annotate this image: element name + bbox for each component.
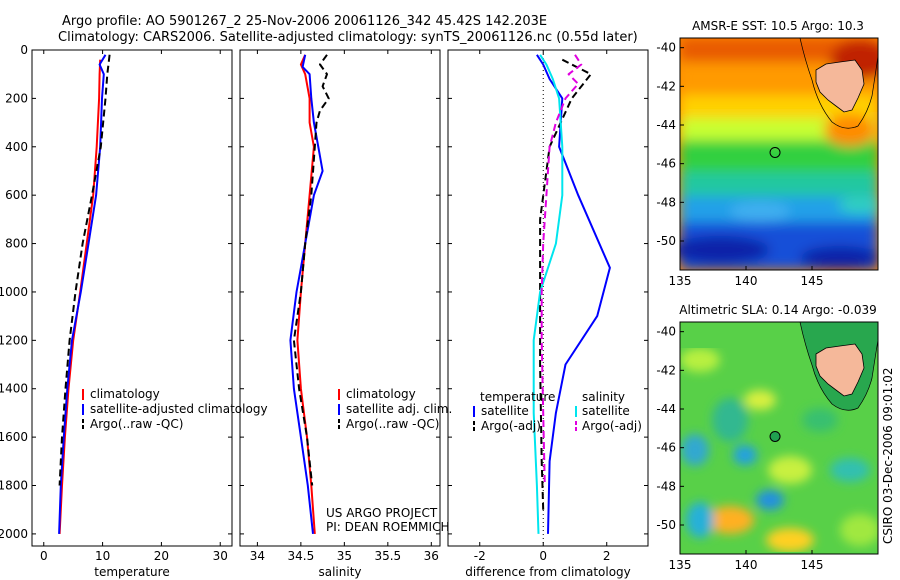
sla-map-frame [679,321,879,555]
legend-label: Argo(..raw -QC) [90,417,183,431]
map-y-tick-label: -42 [656,363,676,377]
legend-label: climatology [90,387,160,401]
y-tick-label: 1200 [0,333,28,347]
y-tick-label: 2000 [0,527,28,541]
sst-argo-location-marker [769,146,781,158]
map-y-tick-label: -46 [656,441,676,455]
x-axis-label: salinity [318,565,361,579]
legend-label: climatology [346,387,416,401]
sst-map-axes: 135 140 145 -40 -42 -44 -46 -48 -50 [656,41,823,288]
legend-title-temperature: temperature [480,390,555,404]
sla-argo-location-marker [769,430,781,442]
plot-frame [447,49,649,547]
series-line-temperature-argo-adj- [539,58,592,510]
x-tick-label: 10 [95,549,110,563]
figure-title-line1: Argo profile: AO 5901267_2 25-Nov-2006 2… [62,14,548,29]
x-tick-label: 35 [337,549,352,563]
map-y-tick-label: -44 [656,118,676,132]
map-x-tick-label: 140 [735,274,758,288]
x-tick-label: -2 [474,549,486,563]
x-tick-label: 20 [154,549,169,563]
series-line-climatology [58,59,102,534]
series-line-argo-raw-qc- [292,54,330,486]
series-line-argo-raw-qc- [58,54,111,486]
map-y-tick-label: -40 [656,41,676,55]
y-tick-label: 1600 [0,430,28,444]
temperature-profile-panel: 0 10 20 30 0 200 400 600 800 1000 1200 1400 1600 1800… [0,43,268,579]
project-pi: PI: DEAN ROEMMICH [326,520,449,534]
sst-map-title: AMSR-E SST: 10.5 Argo: 10.3 [692,19,864,33]
bathymetry-contour [799,38,878,129]
y-tick-label: 1000 [0,285,28,299]
sla-map-axes: 135 140 145 -40 -42 -44 -46 -48 -50 [656,325,823,572]
map-x-tick-label: 145 [801,558,824,572]
map-y-tick-label: -40 [656,325,676,339]
y-tick-label: 1400 [0,382,28,396]
map-y-tick-label: -48 [656,195,676,209]
x-tick-label: 30 [213,549,228,563]
sla-map-title: Altimetric SLA: 0.14 Argo: -0.039 [679,303,876,317]
map-x-tick-label: 135 [669,558,692,572]
legend-title-salinity: salinity [582,390,625,404]
x-axis-label: difference from climatology [465,565,631,579]
difference-profile-panel: -2 0 2 difference from climatology temperatu… [447,49,649,579]
map-y-tick-label: -46 [656,157,676,171]
y-tick-label: 0 [20,43,28,57]
series-line-salinity-argo-adj- [540,54,583,486]
map-x-tick-label: 140 [735,558,758,572]
x-tick-label: 34 [250,549,265,563]
y-tick-label: 1800 [0,479,28,493]
side-timestamp: CSIRO 03-Dec-2006 09:01:02 [881,367,895,544]
y-tick-label: 600 [5,188,28,202]
y-tick-label: 200 [5,91,28,105]
x-tick-label: 0 [40,549,48,563]
legend-label: satellite [481,404,529,418]
y-tick-label: 400 [5,140,28,154]
x-tick-label: 35.5 [374,549,401,563]
figure-title-line2: Climatology: CARS2006. Satellite-adjuste… [58,30,638,45]
map-y-tick-label: -48 [656,479,676,493]
series-line-temperature-satellite [536,54,611,534]
legend-label: Argo(-adj) [582,419,642,433]
map-y-tick-label: -50 [656,234,676,248]
legend-label: Argo(-adj) [481,419,541,433]
x-axis-label: temperature [94,565,169,579]
series-line-climatology [296,54,316,534]
salinity-profile-panel: 34 34.5 35 35.5 36 salinity climatologysatelli… [239,49,452,579]
x-tick-label: 2 [603,549,611,563]
map-x-tick-label: 145 [801,274,824,288]
sst-map-frame [679,37,879,271]
legend-label: satellite-adjusted climatology [90,402,268,416]
series-line-salinity-satellite [532,54,564,534]
series-line-satellite-adjusted-climatology [58,54,107,534]
legend-label: satellite [582,404,630,418]
plot-frame [239,49,441,547]
x-tick-label: 34.5 [288,549,315,563]
legend-label: Argo(..raw -QC) [346,417,439,431]
map-y-tick-label: -42 [656,79,676,93]
plot-frame [31,49,233,547]
x-tick-label: 36 [424,549,439,563]
y-tick-label: 800 [5,237,28,251]
map-y-tick-label: -44 [656,402,676,416]
x-tick-label: 0 [539,549,547,563]
project-name: US ARGO PROJECT [326,506,438,520]
tasmania-land [815,59,865,113]
map-x-tick-label: 135 [669,274,692,288]
sst-map-image [680,38,878,270]
tasmania-land-sla [815,343,865,397]
map-y-tick-label: -50 [656,518,676,532]
legend-label: satellite adj. clim. [346,402,452,416]
series-line-satellite-adj-clim- [289,54,324,535]
